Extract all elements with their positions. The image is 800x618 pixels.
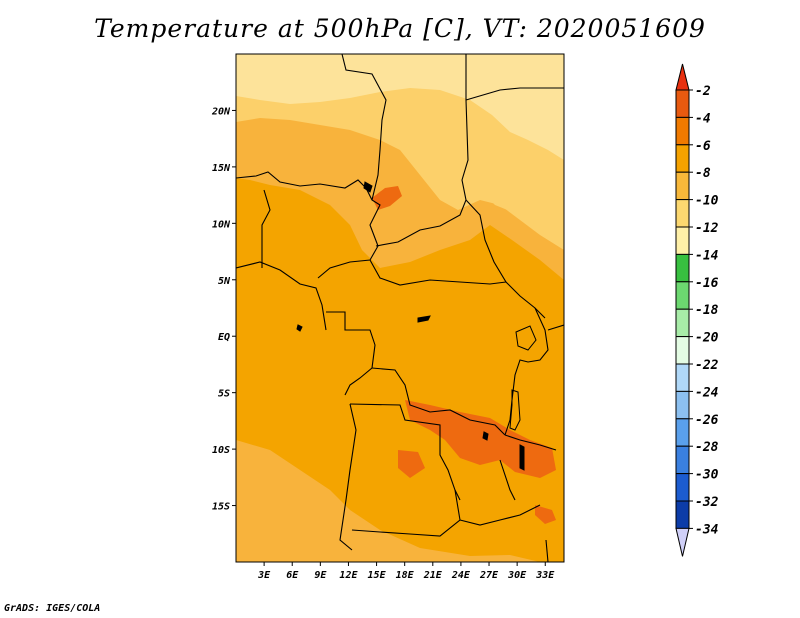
- colorbar-swatch: [675, 418, 690, 447]
- colorbar-label: -34: [695, 522, 719, 537]
- colorbar-label: -12: [695, 221, 719, 236]
- colorbar-swatch: [675, 89, 690, 118]
- lon-tick-label: 24E: [451, 570, 471, 581]
- colorbar-label: -30: [695, 468, 719, 483]
- colorbar-label: -14: [695, 248, 719, 263]
- field-band-neg2-south: [535, 505, 556, 524]
- colorbar-swatch: [675, 116, 690, 146]
- lat-tick-label: 5S: [218, 389, 230, 400]
- colorbar-label: -6: [695, 139, 711, 154]
- longitude-ticks: 3E 6E 9E 12E 15E 18E 21E 24E 27E 30E 33E: [257, 562, 555, 581]
- colorbar-label: -2: [695, 84, 711, 99]
- color-bar: -2 -4 -6 -8 -10 -12 -14 -16 -18 -20 -22 -24 -26 -28 -3…: [675, 63, 719, 557]
- map-frame: [235, 53, 565, 563]
- temperature-field: [236, 54, 564, 562]
- colorbar-swatch: [675, 226, 690, 255]
- lon-tick-label: 15E: [368, 570, 387, 581]
- lon-tick-label: 3E: [257, 570, 271, 581]
- lat-tick-label: 15S: [212, 502, 230, 513]
- lon-tick-label: 9E: [314, 570, 327, 581]
- lat-tick-label: 10N: [212, 219, 231, 230]
- colorbar-bottom-arrow: [675, 527, 690, 557]
- lat-tick-label: 15N: [212, 163, 231, 174]
- grads-credit: GrADS: IGES/COLA: [4, 603, 101, 614]
- lon-tick-label: 21E: [423, 570, 443, 581]
- lakes: [296, 181, 537, 471]
- colorbar-label: -28: [695, 440, 719, 455]
- colorbar-swatch: [675, 199, 690, 228]
- map-title: Temperature at 500hPa [C], VT: 202005160…: [94, 14, 706, 43]
- colorbar-label: -32: [695, 495, 719, 510]
- field-band-neg6-south: [236, 440, 540, 562]
- field-band-neg2-north: [372, 186, 402, 210]
- colorbar-label: -20: [695, 331, 719, 346]
- colorbar-swatch: [675, 473, 690, 502]
- colorbar-swatch: [675, 171, 690, 201]
- lon-tick-label: 6E: [286, 570, 299, 581]
- colorbar-swatch: [675, 144, 690, 173]
- colorbar-swatch: [675, 363, 690, 392]
- colorbar-swatch: [675, 253, 690, 283]
- lat-tick-label: EQ: [218, 332, 230, 343]
- field-band-neg2-angola: [398, 450, 425, 478]
- colorbar-label: -8: [695, 166, 711, 181]
- colorbar-swatch: [675, 500, 690, 529]
- colorbar-swatch: [675, 281, 690, 310]
- colorbar-swatch: [675, 336, 690, 365]
- field-band-neg10-east: [470, 170, 564, 230]
- colorbar-top-arrow: [675, 63, 690, 91]
- colorbar-label: -26: [695, 413, 719, 428]
- field-band-neg10: [236, 54, 564, 160]
- colorbar-label: -22: [695, 358, 719, 373]
- colorbar-label: -4: [695, 111, 711, 126]
- colorbar-label: -10: [695, 194, 719, 209]
- field-band-neg2-congo: [405, 400, 556, 478]
- latitude-ticks: 20N 15N 10N 5N EQ 5S 10S 15S: [211, 106, 236, 513]
- colorbar-label: -24: [695, 385, 719, 400]
- lon-tick-label: 33E: [535, 570, 555, 581]
- lon-tick-label: 27E: [479, 570, 499, 581]
- lat-tick-label: 20N: [211, 106, 231, 117]
- colorbar-label: -18: [695, 303, 719, 318]
- lat-tick-label: 10S: [212, 445, 230, 456]
- colorbar-swatch: [675, 445, 690, 475]
- colorbar-swatch: [675, 390, 690, 420]
- colorbar-label: -16: [695, 276, 719, 291]
- country-borders: [236, 54, 564, 562]
- lon-tick-label: 30E: [507, 570, 527, 581]
- lon-tick-label: 18E: [396, 570, 415, 581]
- colorbar-swatch: [675, 308, 690, 338]
- lon-tick-label: 12E: [339, 570, 358, 581]
- lat-tick-label: 5N: [218, 276, 231, 287]
